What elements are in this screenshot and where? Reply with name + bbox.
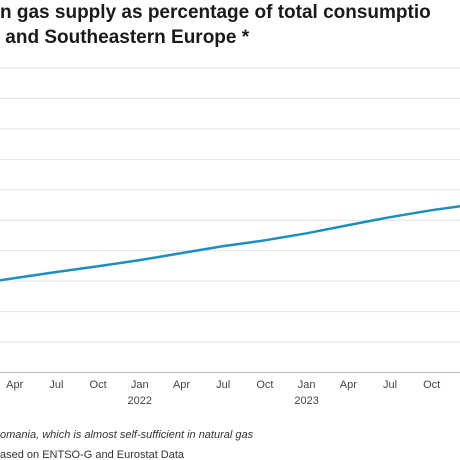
x-tick-label: Jul [49,379,63,391]
x-tick-label: Oct [423,379,440,391]
x-tick-label: Apr [340,379,357,391]
footnote: omania, which is almost self-sufficient … [0,429,254,441]
x-tick-label: Apr [6,379,23,391]
x-tick-label: Oct [256,379,273,391]
x-tick-label: Jan [298,379,316,391]
x-tick-label: Oct [90,379,107,391]
x-year-label: 2022 [128,395,152,407]
x-tick-label: Jul [383,379,397,391]
x-year-label: 2023 [294,395,318,407]
x-tick-label: Jan [131,379,149,391]
source: ased on ENTSO-G and Eurostat Data [0,449,185,460]
chart-title: n gas supply as percentage of total cons… [0,2,431,23]
x-tick-label: Apr [173,379,190,391]
x-tick-label: Jul [216,379,230,391]
chart-subtitle: and Southeastern Europe * [0,27,250,48]
data-line [0,204,460,282]
